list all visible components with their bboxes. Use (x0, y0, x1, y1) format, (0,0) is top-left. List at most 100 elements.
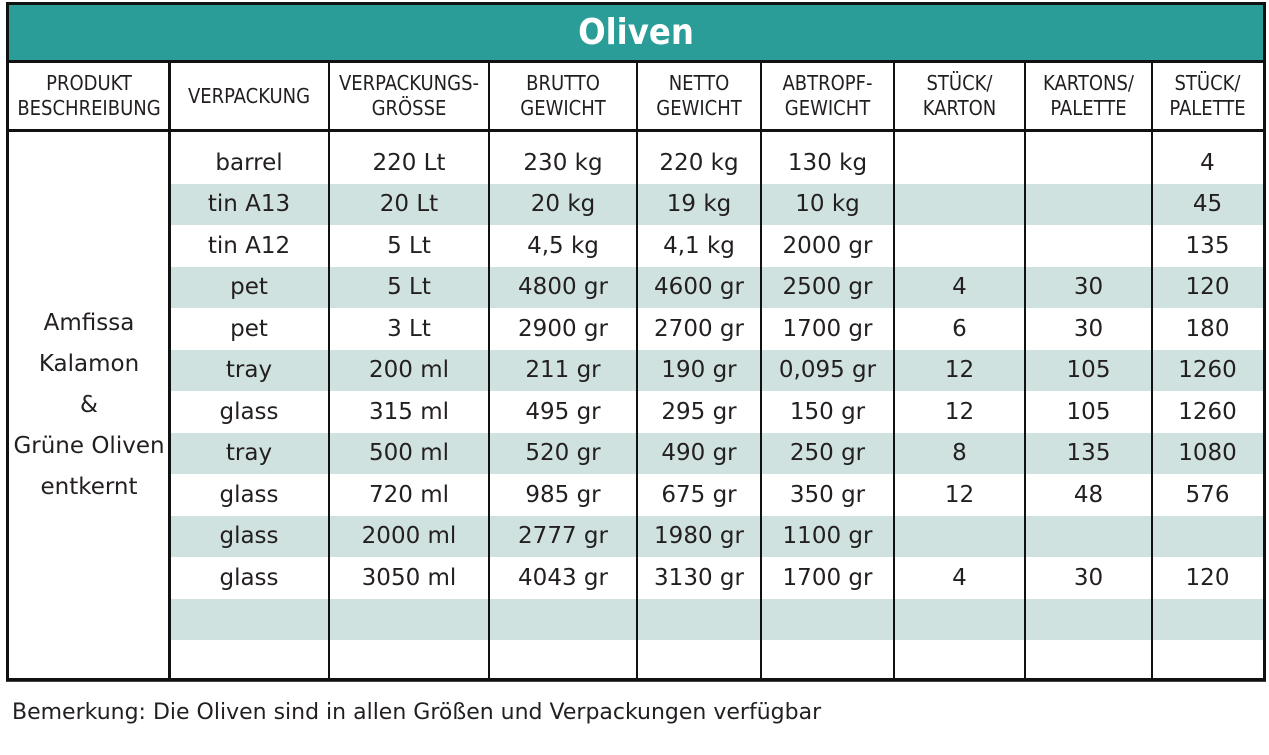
table-cell (761, 599, 894, 640)
table-cell (1152, 599, 1263, 640)
table-cell: 211 gr (525, 357, 601, 383)
table-cell: 2900 gr (518, 315, 608, 342)
table-cell: 1980 gr (654, 523, 744, 549)
table-cell: 6 (952, 315, 967, 342)
table-cell: 10 kg (795, 191, 860, 217)
table-cell (489, 640, 637, 681)
table-cell (894, 142, 1025, 183)
table-cell (1025, 225, 1152, 266)
table-cell: 2000 gr (782, 232, 873, 259)
column-divider (328, 63, 330, 678)
column-divider (488, 63, 490, 678)
table-row: pet 3 Lt 2900 gr 2700 gr 1700 gr 6 30 180 (9, 308, 1263, 349)
table-cell: 985 gr (525, 481, 601, 508)
column-divider (168, 63, 171, 678)
table-cell (169, 640, 329, 681)
table-cell: 12 (944, 481, 975, 508)
table-cell (894, 184, 1025, 225)
table-cell: 4,1 kg (663, 232, 735, 259)
table-cell: 295 gr (661, 398, 737, 425)
table-cell (637, 640, 761, 681)
table-cell (894, 225, 1025, 266)
table-cell: 490 gr (661, 440, 737, 466)
table-cell: 105 (1066, 398, 1111, 425)
table-row: glass 315 ml 495 gr 295 gr 150 gr 12 105 1260 (9, 391, 1263, 432)
table-cell: 8 (952, 440, 967, 466)
table-cell: 3 Lt (387, 315, 431, 342)
table-cell: 190 gr (661, 357, 737, 383)
table-cell: 1700 gr (782, 564, 873, 591)
table-row: pet 5 Lt 4800 gr 4600 gr 2500 gr 4 30 120 (9, 266, 1263, 308)
column-header: STÜCK/ KARTON (922, 71, 997, 120)
table-cell: 105 (1066, 357, 1111, 383)
column-header: KARTONS/ PALETTE (1043, 71, 1134, 120)
table-cell: 130 kg (787, 149, 868, 176)
product-line: entkernt (40, 473, 138, 500)
product-line: Kalamon (38, 350, 140, 377)
table-cell: 1260 (1178, 357, 1237, 383)
table-cell: 4 (1200, 149, 1215, 176)
table-cell (1152, 640, 1263, 681)
table-cell (329, 599, 489, 640)
table-cell: 5 Lt (387, 274, 431, 300)
table-cell: 180 (1185, 315, 1230, 342)
table-cell (1025, 516, 1152, 557)
table-cell (894, 640, 1025, 681)
column-divider (893, 63, 895, 678)
column-header: VERPACKUNG (187, 83, 311, 108)
product-description-cell: Amfissa Kalamon & Grüne Oliven entkernt (9, 132, 169, 678)
table-cell: 2700 gr (654, 315, 744, 342)
table-cell: 2500 gr (782, 274, 873, 300)
column-header: NETTO GEWICHT (656, 71, 742, 120)
table-row: glass 2000 ml 2777 gr 1980 gr 1100 gr (9, 515, 1263, 557)
table-cell (1025, 640, 1152, 681)
column-header: BRUTTO GEWICHT (520, 71, 606, 120)
table-cell: 150 gr (789, 398, 866, 425)
table-cell: 30 (1073, 564, 1104, 591)
table-cell (329, 640, 489, 681)
table-cell: glass (219, 564, 279, 591)
column-divider (636, 63, 638, 678)
table-cell (1152, 516, 1263, 557)
table-cell: 20 Lt (379, 191, 439, 217)
table-title-bar: Oliven (9, 5, 1263, 63)
product-line: Amfissa (43, 309, 135, 336)
table-cell: tin A12 (207, 232, 291, 259)
table-row: glass 3050 ml 4043 gr 3130 gr 1700 gr 4 30 120 (9, 557, 1263, 598)
table-cell: tin A13 (207, 191, 291, 217)
table-cell: 4 (952, 274, 967, 300)
product-line: & (80, 391, 98, 418)
table-cell: tray (225, 440, 273, 466)
table-cell: pet (230, 315, 268, 342)
table-title: Oliven (578, 12, 694, 53)
table-cell: tray (225, 357, 273, 383)
table-cell (894, 516, 1025, 557)
table-cell: 20 kg (530, 191, 596, 217)
table-cell: 3130 gr (654, 564, 744, 591)
column-divider (1024, 63, 1026, 678)
table-cell: 1100 gr (782, 523, 873, 549)
table-cell: 495 gr (525, 398, 601, 425)
table-cell: glass (219, 398, 279, 425)
table-cell (489, 599, 637, 640)
table-cell: 230 kg (523, 149, 603, 176)
table-row (9, 598, 1263, 640)
table-cell: 48 (1073, 481, 1104, 508)
table-cell (894, 599, 1025, 640)
table-cell: glass (219, 481, 279, 508)
column-header: STÜCK/ PALETTE (1169, 71, 1246, 120)
table-cell (637, 599, 761, 640)
table-cell (761, 640, 894, 681)
table-cell: glass (219, 523, 279, 549)
table-cell: 2000 ml (361, 523, 457, 549)
table-cell: 576 (1185, 481, 1230, 508)
table-cell: 3050 ml (361, 564, 457, 591)
table-cell: 200 ml (368, 357, 449, 383)
table-cell: pet (230, 274, 268, 300)
table-cell: 5 Lt (387, 232, 431, 259)
table-header-row: PRODUKT BESCHREIBUNG VERPACKUNG VERPACKUNG… (9, 63, 1263, 132)
table-row: tin A13 20 Lt 20 kg 19 kg 10 kg 45 (9, 183, 1263, 225)
table-cell: 135 (1185, 232, 1230, 259)
table-cell: 675 gr (661, 481, 737, 508)
table-cell (1025, 599, 1152, 640)
